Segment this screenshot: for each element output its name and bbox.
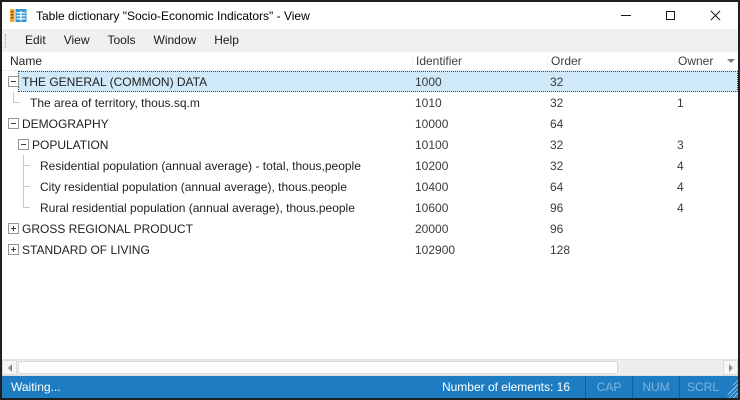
- table-row[interactable]: DEMOGRAPHY 10000 64: [2, 113, 738, 134]
- minimize-button[interactable]: [603, 2, 648, 29]
- collapse-icon[interactable]: [8, 76, 19, 87]
- row-name: GROSS REGIONAL PRODUCT: [22, 221, 193, 236]
- toolbar-grip[interactable]: [5, 33, 7, 48]
- row-order: 96: [550, 221, 564, 236]
- menu-help[interactable]: Help: [214, 33, 239, 47]
- column-header-identifier[interactable]: Identifier: [412, 54, 547, 68]
- table-row[interactable]: THE GENERAL (COMMON) DATA 1000 32: [2, 71, 738, 92]
- row-identifier: 1010: [415, 95, 442, 110]
- element-count: Number of elements: 16: [441, 380, 570, 394]
- column-options-button[interactable]: [724, 59, 738, 63]
- row-owner: 4: [677, 179, 684, 194]
- row-order: 32: [550, 95, 564, 110]
- row-owner: 1: [677, 95, 684, 110]
- table-row[interactable]: Rural residential population (annual ave…: [2, 197, 738, 218]
- status-divider: [632, 376, 633, 398]
- row-owner: 3: [677, 137, 684, 152]
- arrow-right-icon: [728, 363, 733, 372]
- tree-connector: [19, 155, 31, 176]
- column-header-name[interactable]: Name: [10, 54, 43, 68]
- tree-table: Name Identifier Order Owner THE GENERAL …: [2, 52, 738, 359]
- row-owner: 4: [677, 158, 684, 173]
- arrow-left-icon: [7, 363, 12, 372]
- row-name: THE GENERAL (COMMON) DATA: [22, 74, 208, 89]
- row-order: 32: [550, 158, 564, 173]
- status-divider: [679, 376, 680, 398]
- scrollbar-track[interactable]: [17, 360, 723, 375]
- row-identifier: 10000: [415, 116, 449, 131]
- table-row[interactable]: The area of territory, thous.sq.m 1010 3…: [2, 92, 738, 113]
- row-identifier: 10400: [415, 179, 449, 194]
- window-title: Table dictionary "Socio-Economic Indicat…: [36, 8, 310, 23]
- row-name: The area of territory, thous.sq.m: [30, 95, 200, 110]
- status-message: Waiting...: [11, 380, 61, 394]
- row-order: 64: [550, 179, 564, 194]
- row-name: Residential population (annual average) …: [40, 158, 361, 173]
- row-owner: 4: [677, 200, 684, 215]
- table-row[interactable]: POPULATION 10100 32 3: [2, 134, 738, 155]
- row-identifier: 10600: [415, 200, 449, 215]
- chevron-down-icon: [727, 59, 735, 63]
- caps-lock-indicator: CAP: [596, 380, 622, 394]
- row-order: 32: [550, 137, 564, 152]
- close-button[interactable]: [693, 2, 738, 29]
- row-identifier: 1000: [415, 74, 442, 89]
- collapse-icon[interactable]: [18, 139, 29, 150]
- table-row[interactable]: City residential population (annual aver…: [2, 176, 738, 197]
- row-order: 128: [550, 242, 571, 257]
- maximize-icon: [666, 11, 675, 20]
- app-icon: [10, 9, 27, 22]
- row-identifier: 102900: [415, 242, 456, 257]
- title-bar: Table dictionary "Socio-Economic Indicat…: [2, 2, 738, 29]
- menu-bar: Edit View Tools Window Help: [2, 29, 738, 52]
- expand-icon[interactable]: [8, 223, 19, 234]
- num-lock-indicator: NUM: [642, 380, 670, 394]
- table-row[interactable]: STANDARD OF LIVING 102900 128: [2, 239, 738, 260]
- collapse-icon[interactable]: [8, 118, 19, 129]
- close-icon: [710, 10, 721, 21]
- scroll-right-button[interactable]: [723, 360, 738, 375]
- row-name: City residential population (annual aver…: [40, 179, 347, 194]
- row-identifier: 10100: [415, 137, 449, 152]
- menu-window[interactable]: Window: [153, 33, 197, 47]
- expand-icon[interactable]: [8, 244, 19, 255]
- menu-view[interactable]: View: [63, 33, 90, 47]
- table-empty-area: [2, 260, 738, 359]
- minimize-icon: [620, 15, 631, 16]
- row-order: 32: [550, 74, 564, 89]
- table-row[interactable]: GROSS REGIONAL PRODUCT 20000 96: [2, 218, 738, 239]
- row-name: STANDARD OF LIVING: [22, 242, 150, 257]
- scroll-left-button[interactable]: [2, 360, 17, 375]
- row-order: 96: [550, 200, 564, 215]
- row-name: POPULATION: [32, 137, 109, 152]
- horizontal-scrollbar: [2, 359, 738, 376]
- menu-tools[interactable]: Tools: [107, 33, 136, 47]
- row-name: DEMOGRAPHY: [22, 116, 109, 131]
- row-name: Rural residential population (annual ave…: [40, 200, 355, 215]
- maximize-button[interactable]: [648, 2, 693, 29]
- row-identifier: 10200: [415, 158, 449, 173]
- scrollbar-thumb[interactable]: [18, 361, 619, 374]
- tree-connector: [9, 92, 21, 113]
- row-order: 64: [550, 116, 564, 131]
- status-bar: Waiting... Number of elements: 16 CAP NU…: [2, 376, 738, 398]
- status-divider: [585, 376, 586, 398]
- row-identifier: 20000: [415, 221, 449, 236]
- column-header-order[interactable]: Order: [547, 54, 674, 68]
- scroll-lock-indicator: SCRL: [686, 380, 719, 394]
- tree-connector: [19, 197, 31, 218]
- menu-edit[interactable]: Edit: [25, 33, 46, 47]
- column-header-owner[interactable]: Owner: [674, 54, 724, 68]
- tree-connector: [19, 176, 31, 197]
- table-row[interactable]: Residential population (annual average) …: [2, 155, 738, 176]
- resize-grip[interactable]: [726, 376, 738, 398]
- table-header: Name Identifier Order Owner: [2, 52, 738, 71]
- window-controls: [603, 2, 738, 29]
